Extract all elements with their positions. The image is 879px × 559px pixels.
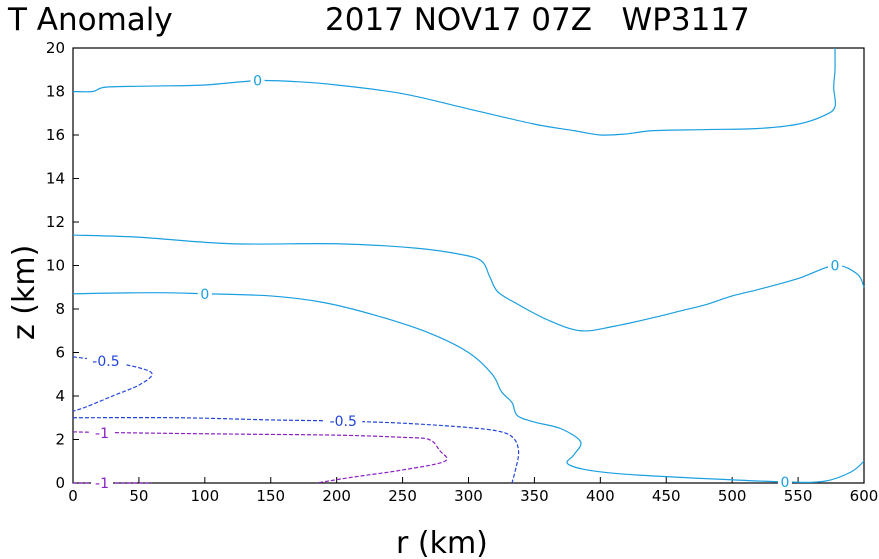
y-tick-label: 20 xyxy=(46,39,65,57)
x-tick-label: 0 xyxy=(68,487,78,505)
contour-label-neg05-upper-bg xyxy=(86,353,125,370)
y-tick-label: 16 xyxy=(46,126,65,144)
contour-0-upper xyxy=(72,47,837,136)
y-tick-label: 2 xyxy=(55,431,65,449)
y-tick-label: 18 xyxy=(46,83,65,101)
chart-title-left: T Anomaly xyxy=(7,2,173,38)
x-axis: 0 50 100 150 200 250 300 350 400 450 500 550 600 xyxy=(68,477,878,505)
contour-labels: 0 0 0 0 -0.5 -0.5 -1 -1 xyxy=(86,72,842,492)
contour-0-middle xyxy=(72,234,865,332)
x-tick-label: 450 xyxy=(652,487,681,505)
x-tick-label: 400 xyxy=(586,487,615,505)
contour-neg05-lower xyxy=(72,416,520,484)
contour-label-0-lower: 0 xyxy=(200,287,209,303)
y-tick-label: 0 xyxy=(55,474,65,492)
contour-label-0-lower-bg xyxy=(197,285,212,302)
plot-frame xyxy=(72,47,865,484)
contour-label-neg1-lower: -1 xyxy=(95,476,109,492)
y-tick-label: 12 xyxy=(46,213,65,231)
x-tick-label: 600 xyxy=(850,487,879,505)
contour-label-neg1-lower-bg xyxy=(91,475,114,491)
contour-lines xyxy=(72,47,865,484)
x-axis-label: r (km) xyxy=(396,526,488,559)
x-tick-label: 50 xyxy=(129,487,148,505)
x-tick-label: 500 xyxy=(718,487,747,505)
contour-label-0-right-bg xyxy=(827,257,842,274)
y-tick-label: 14 xyxy=(46,170,65,188)
contour-label-0-bottom: 0 xyxy=(780,475,789,491)
contour-label-0-upper: 0 xyxy=(253,74,262,90)
x-tick-label: 250 xyxy=(388,487,417,505)
x-tick-label: 150 xyxy=(256,487,285,505)
x-tick-label: 200 xyxy=(322,487,351,505)
contour-label-0-upper-bg xyxy=(250,72,265,89)
y-tick-label: 8 xyxy=(55,300,65,318)
chart-title-right: 2017 NOV17 07Z WP3117 xyxy=(325,2,750,38)
y-tick-label: 10 xyxy=(46,257,65,275)
y-axis: 0 2 4 6 8 10 12 14 16 18 20 xyxy=(46,39,79,492)
y-axis-label: z (km) xyxy=(7,245,42,340)
contour-label-neg05-lower: -0.5 xyxy=(330,414,357,430)
contour-label-0-bottom-bg xyxy=(777,473,792,490)
y-tick-label: 4 xyxy=(55,387,65,405)
x-tick-label: 100 xyxy=(191,487,220,505)
contour-label-neg1-upper-bg xyxy=(91,424,114,441)
x-tick-label: 350 xyxy=(520,487,549,505)
contour-label-neg1-upper: -1 xyxy=(95,426,109,442)
y-tick-label: 6 xyxy=(55,344,65,362)
contour-neg1-upper xyxy=(72,431,448,484)
contour-label-neg05-lower-bg xyxy=(324,413,363,430)
x-tick-label: 550 xyxy=(784,487,813,505)
contour-0-lower xyxy=(72,292,865,483)
contour-label-neg05-upper: -0.5 xyxy=(92,354,119,370)
contour-label-0-right: 0 xyxy=(831,259,840,275)
x-tick-label: 300 xyxy=(454,487,483,505)
